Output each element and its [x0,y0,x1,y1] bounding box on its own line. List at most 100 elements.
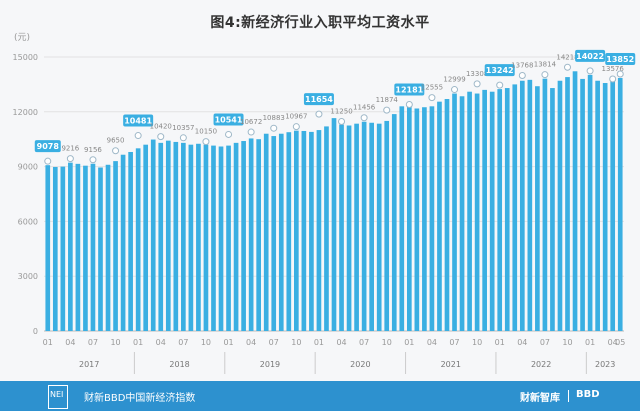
y-axis-unit-label: (元) [14,33,30,43]
data-marker [225,130,233,138]
data-label: 9078 [37,142,60,151]
bar [52,166,58,331]
bar [580,78,585,331]
bar [602,83,608,331]
data-label: 12999 [443,76,465,84]
y-tick-label: 9000 [18,163,38,172]
bar [595,80,600,331]
data-marker [292,123,300,131]
bar [557,80,563,331]
data-label: 13852 [606,55,634,64]
x-tick-label: 07 [178,338,188,347]
bar [188,144,194,331]
bar [286,132,292,331]
bar [143,144,149,331]
x-tick-label: 01 [223,338,233,347]
data-marker [247,128,255,136]
x-year-label: 2017 [79,360,99,369]
bar [203,144,209,331]
bar [150,139,156,331]
x-tick-label: 04 [427,338,437,347]
x-tick-label: 10 [201,338,211,347]
data-label: 14218 [556,53,578,61]
bar [354,123,359,331]
bar [384,120,390,331]
bar [331,118,337,331]
data-marker [383,106,391,114]
x-tick-label: 10 [382,338,392,347]
x-tick-label: 01 [133,338,143,347]
bar [474,93,480,332]
x-tick-label: 10 [472,338,482,347]
bar [459,96,465,331]
bar [120,154,126,331]
x-tick-label: 10 [562,338,572,347]
footer-bar: NEI 财新BBD中国新经济指数 财新智库 BBD [0,381,640,411]
bar [105,164,111,331]
x-tick-label: 01 [495,338,505,347]
bar [519,80,525,331]
data-label: 13814 [534,61,557,69]
bar [218,146,224,331]
x-year-label: 2022 [531,360,551,369]
bar [429,106,435,331]
data-marker [405,100,413,108]
y-tick-label: 15000 [13,53,38,62]
x-tick-label: 04 [336,338,346,347]
bar [399,106,405,331]
x-tick-label: 04 [156,338,166,347]
x-year-label: 2018 [169,360,189,369]
bar [241,141,246,331]
bar [497,89,503,332]
data-label: 11456 [353,104,376,112]
chart-title: 图4:新经济行业入职平均工资水平 [210,15,430,31]
bar [301,130,307,331]
bar [369,122,374,331]
x-tick-label: 01 [404,338,414,347]
bar [248,138,254,331]
bar [309,131,314,331]
data-label: 10150 [195,128,217,136]
x-year-label: 2019 [260,360,280,369]
bar [512,84,518,332]
data-label: 9650 [107,137,125,145]
bar [263,133,269,331]
data-label-badge [213,113,244,126]
data-label: 10481 [124,117,152,126]
brand-bbd: BBD [576,389,600,400]
bar [196,143,201,331]
bar [504,88,510,331]
x-tick-label: 10 [291,338,301,347]
data-marker [112,147,120,155]
x-tick-label: 10 [110,338,120,347]
bar [75,163,81,331]
y-tick-label: 0 [33,327,38,336]
y-tick-label: 6000 [18,217,38,226]
bar-chart: (元) 0 3000 6000 9000 12000 15000 01 04 07 10 01 04 07… [13,33,636,374]
data-label: 9216 [61,145,79,153]
x-year-label: 2020 [350,360,370,369]
bar [361,121,367,332]
data-marker [586,67,594,75]
bar [437,101,442,331]
x-year-label: 2021 [441,360,461,369]
bar [128,151,133,331]
x-tick-label: 05 [615,338,625,347]
bar [278,133,284,331]
data-marker [44,157,52,165]
data-label: 10357 [172,124,194,132]
data-marker [541,71,549,79]
x-tick-label: 04 [608,338,618,347]
data-marker [66,155,74,163]
data-marker [157,133,165,141]
data-label: 11874 [376,96,399,104]
bar [467,91,472,331]
bar [527,79,533,331]
brand-separator [568,390,569,402]
x-tick-label: 04 [65,338,75,347]
data-label: 10967 [285,113,307,121]
data-label-badge [575,49,606,62]
x-tick-label: 01 [585,338,595,347]
x-year-label: 2023 [595,360,615,369]
data-marker [89,156,97,164]
